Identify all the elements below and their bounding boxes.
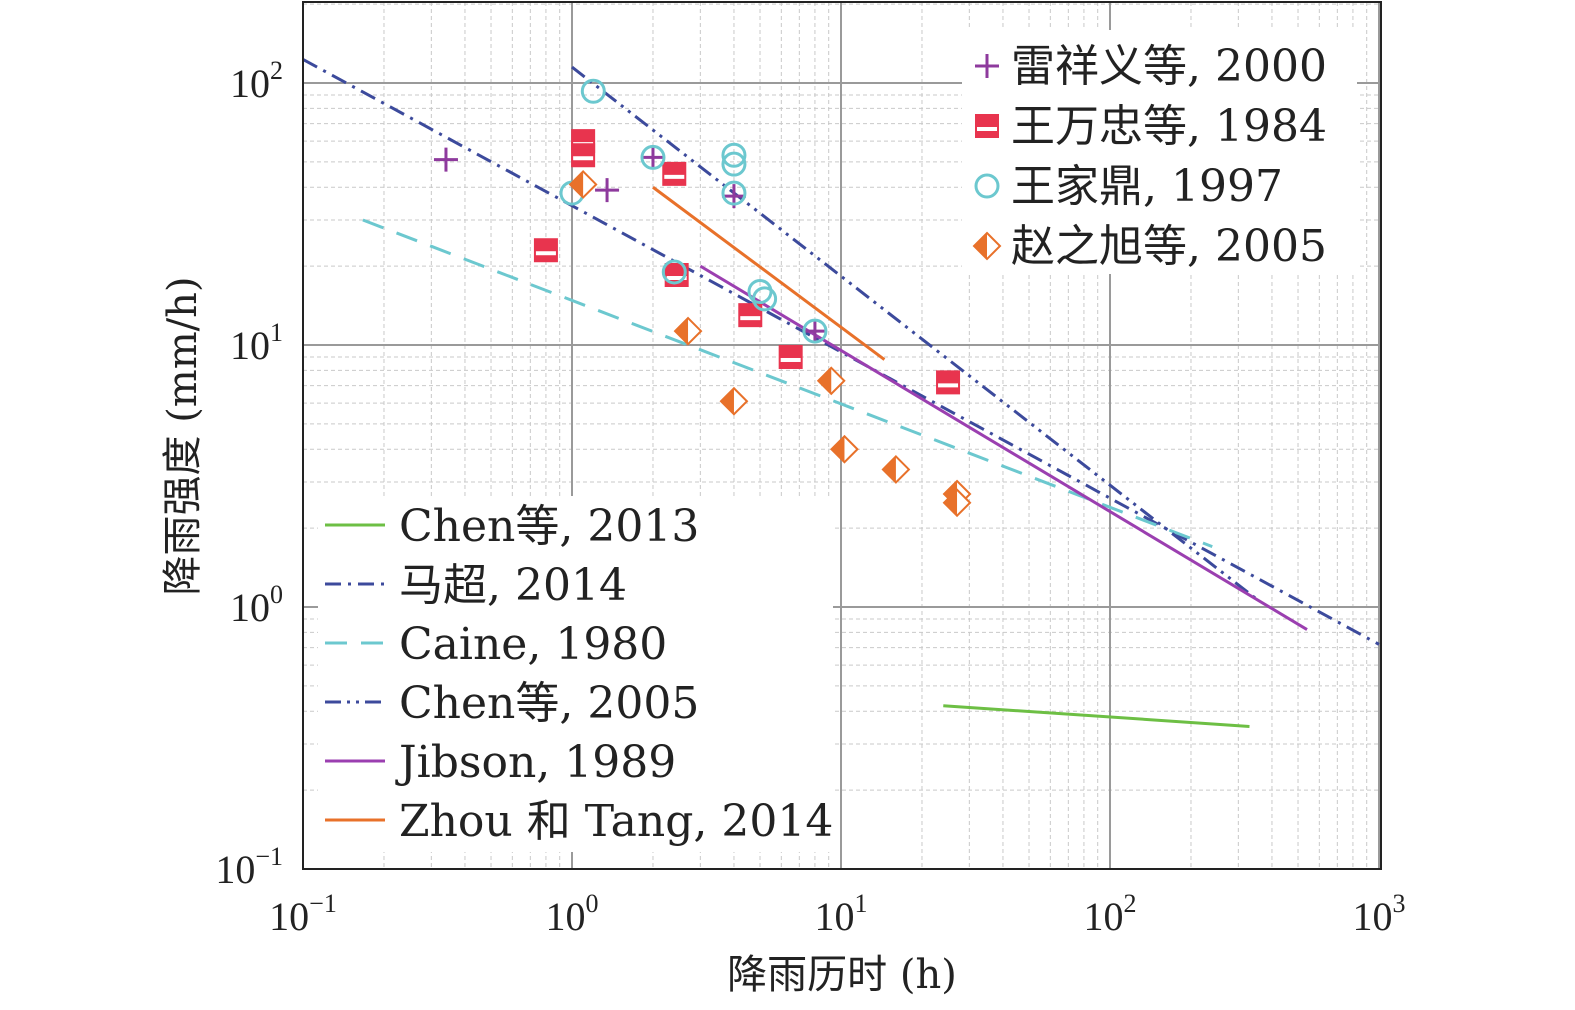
legend-label-雷祥义等, 2000: 雷祥义等, 2000 xyxy=(1011,41,1327,92)
point-赵之旭等, 2005 xyxy=(942,488,972,518)
line-Chen等, 2005 xyxy=(571,65,1261,603)
point-赵之旭等, 2005-fill xyxy=(570,171,584,198)
legend-marker-赵之旭等, 2005 xyxy=(972,231,1002,261)
point-赵之旭等, 2005-fill xyxy=(882,456,896,483)
point-王万忠等, 1984-fill xyxy=(665,264,688,277)
y-tick-label: 100 xyxy=(230,580,283,630)
line-Chen等, 2013 xyxy=(943,704,1250,728)
point-雷祥义等, 2000 xyxy=(433,147,458,172)
point-王万忠等, 1984 xyxy=(662,161,687,186)
legend-label-王家鼎, 1997: 王家鼎, 1997 xyxy=(1011,161,1283,212)
line-legend-bg xyxy=(318,496,833,852)
legend-marker-王家鼎, 1997 xyxy=(974,173,1000,199)
marker-legend-bg xyxy=(962,30,1357,274)
point-雷祥义等, 2000 xyxy=(595,178,620,203)
point-王万忠等, 1984-base xyxy=(572,160,595,167)
point-赵之旭等, 2005 xyxy=(816,366,846,396)
line-Jibson, 1989 xyxy=(699,264,1308,631)
y-tick-labels: 10−1 100 101 102 xyxy=(215,56,283,892)
point-王万忠等, 1984-base xyxy=(663,178,686,185)
point-赵之旭等, 2005-fill xyxy=(831,436,845,463)
x-tick-label: 102 xyxy=(1084,889,1137,939)
y-tick-label: 102 xyxy=(230,56,283,106)
y-axis-label: 降雨强度 (mm/h) xyxy=(160,276,206,595)
point-王家鼎, 1997 xyxy=(721,142,747,168)
legend-label-Caine, 1980: Caine, 1980 xyxy=(399,619,667,670)
point-王万忠等, 1984 xyxy=(936,370,961,395)
legend-label-Chen等, 2013: Chen等, 2013 xyxy=(399,501,699,552)
point-王家鼎, 1997 xyxy=(640,144,666,170)
point-王家鼎, 1997 xyxy=(661,259,687,285)
line-马超, 2014 xyxy=(303,58,1380,646)
x-axis-label: 降雨历时 (h) xyxy=(727,952,957,998)
point-赵之旭等, 2005 xyxy=(673,316,703,346)
point-王万忠等, 1984-fill xyxy=(534,239,557,252)
point-雷祥义等, 2000 xyxy=(640,145,665,170)
point-赵之旭等, 2005 xyxy=(830,434,859,464)
point-赵之旭等, 2005-fill xyxy=(675,318,689,345)
point-王家鼎, 1997 xyxy=(721,180,747,206)
legend-marker-雷祥义等, 2000 xyxy=(975,54,999,78)
x-tick-label: 101 xyxy=(815,889,868,939)
point-王万忠等, 1984-fill xyxy=(779,345,802,358)
point-王万忠等, 1984-base xyxy=(937,387,960,394)
point-赵之旭等, 2005 xyxy=(881,455,911,484)
legend-marker-王万忠等, 1984-base xyxy=(976,131,998,137)
legend-marker-王万忠等, 1984-fill xyxy=(976,115,998,127)
legend-label-Zhou 和 Tang, 2014: Zhou 和 Tang, 2014 xyxy=(399,796,833,847)
line-Zhou 和 Tang, 2014 xyxy=(652,186,886,361)
threshold-lines xyxy=(303,58,1380,728)
point-王万忠等, 1984-base xyxy=(534,255,557,262)
legend-label-Chen等, 2005: Chen等, 2005 xyxy=(399,678,699,729)
point-王万忠等, 1984-fill xyxy=(572,130,595,143)
point-王家鼎, 1997 xyxy=(802,318,828,344)
point-王万忠等, 1984-fill xyxy=(572,144,595,157)
x-tick-label: 10−1 xyxy=(269,889,337,939)
point-王万忠等, 1984-base xyxy=(779,361,802,368)
legend-label-马超, 2014: 马超, 2014 xyxy=(399,560,627,611)
point-赵之旭等, 2005-fill xyxy=(720,388,734,415)
point-赵之旭等, 2005-fill xyxy=(818,367,832,394)
y-tick-label: 101 xyxy=(230,318,283,368)
marker-legend: 雷祥义等, 2000 王万忠等, 1984 王家鼎, 1997 赵之旭等, 2005 xyxy=(962,30,1357,274)
x-tick-label: 100 xyxy=(546,889,599,939)
legend-label-Jibson, 1989: Jibson, 1989 xyxy=(395,737,676,788)
x-tick-labels: 10−1 100 101 102 103 xyxy=(269,889,1405,939)
point-赵之旭等, 2005 xyxy=(568,170,598,199)
plot-frame xyxy=(302,1,1382,870)
y-tick-label: 10−1 xyxy=(215,842,283,892)
x-tick-label: 103 xyxy=(1353,889,1406,939)
legend-marker-王万忠等, 1984 xyxy=(975,114,999,138)
data-points xyxy=(433,78,972,518)
point-王家鼎, 1997 xyxy=(580,78,606,104)
point-王家鼎, 1997 xyxy=(721,151,747,177)
point-王万忠等, 1984-fill xyxy=(663,162,686,175)
point-王家鼎, 1997 xyxy=(752,286,778,312)
legend-label-赵之旭等, 2005: 赵之旭等, 2005 xyxy=(1011,221,1327,272)
legend-label-王万忠等, 1984: 王万忠等, 1984 xyxy=(1011,101,1327,152)
point-王万忠等, 1984-base xyxy=(739,320,762,327)
point-王万忠等, 1984 xyxy=(778,344,803,369)
point-王万忠等, 1984-fill xyxy=(937,371,960,384)
point-赵之旭等, 2005 xyxy=(719,386,749,416)
point-王万忠等, 1984 xyxy=(738,303,763,328)
point-雷祥义等, 2000 xyxy=(802,319,827,344)
point-王万忠等, 1984 xyxy=(571,143,596,168)
legend-marker-赵之旭等, 2005-fill xyxy=(974,233,987,259)
line-legend: Chen等, 2013 马超, 2014 Caine, 1980 Chen等, 200… xyxy=(318,496,833,852)
line-Caine, 1980 xyxy=(362,218,1213,549)
point-赵之旭等, 2005-fill xyxy=(944,489,958,516)
point-王万忠等, 1984 xyxy=(533,238,558,263)
